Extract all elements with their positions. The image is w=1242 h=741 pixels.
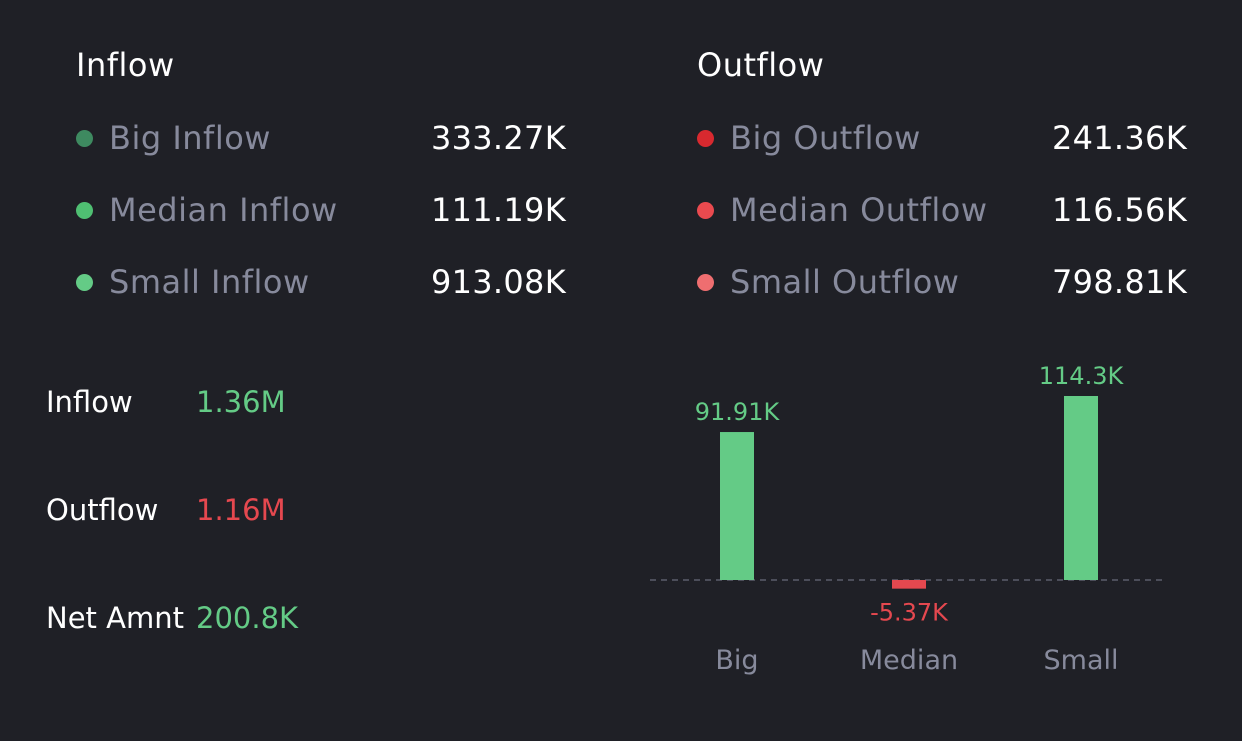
median-outflow-value: 116.56K [1051,191,1187,229]
small-outflow-row: Small Outflow 798.81K [697,262,1187,302]
summary-net-value: 200.8K [196,601,299,635]
summary-outflow-value: 1.16M [196,493,286,527]
bar-big [720,432,754,580]
big-outflow-label: Big Outflow [730,119,921,157]
small-outflow-label: Small Outflow [730,263,960,301]
bar-median [892,580,926,589]
big-outflow-dot-icon [697,129,714,147]
inflow-section-title: Inflow [76,46,175,84]
small-inflow-value: 913.08K [430,263,566,301]
median-inflow-label: Median Inflow [109,191,338,229]
small-inflow-dot-icon [76,273,93,291]
median-inflow-value: 111.19K [430,191,566,229]
median-outflow-row: Median Outflow 116.56K [697,190,1187,230]
big-inflow-dot-icon [76,129,93,147]
small-outflow-dot-icon [697,273,714,291]
big-inflow-label: Big Inflow [109,119,271,157]
small-outflow-value: 798.81K [1051,263,1187,301]
median-inflow-row: Median Inflow 111.19K [76,190,566,230]
category-label-big: Big [715,645,758,676]
category-label-small: Small [1044,645,1119,676]
median-inflow-dot-icon [76,201,93,219]
big-outflow-row: Big Outflow 241.36K [697,118,1187,158]
summary-net-label: Net Amnt [46,601,184,635]
small-inflow-row: Small Inflow 913.08K [76,262,566,302]
outflow-section-title: Outflow [697,46,825,84]
bar-small [1064,396,1098,580]
median-outflow-dot-icon [697,201,714,219]
small-inflow-label: Small Inflow [109,263,310,301]
big-inflow-row: Big Inflow 333.27K [76,118,566,158]
big-outflow-value: 241.36K [1051,119,1187,157]
summary-outflow-label: Outflow [46,493,159,527]
summary-inflow-label: Inflow [46,385,133,419]
bar-value-label-big: 91.91K [695,398,781,426]
bar-value-label-median: -5.37K [870,599,949,627]
category-label-median: Median [860,645,958,676]
median-outflow-label: Median Outflow [730,191,988,229]
summary-inflow-value: 1.36M [196,385,286,419]
bar-value-label-small: 114.3K [1039,362,1125,390]
big-inflow-value: 333.27K [430,119,566,157]
